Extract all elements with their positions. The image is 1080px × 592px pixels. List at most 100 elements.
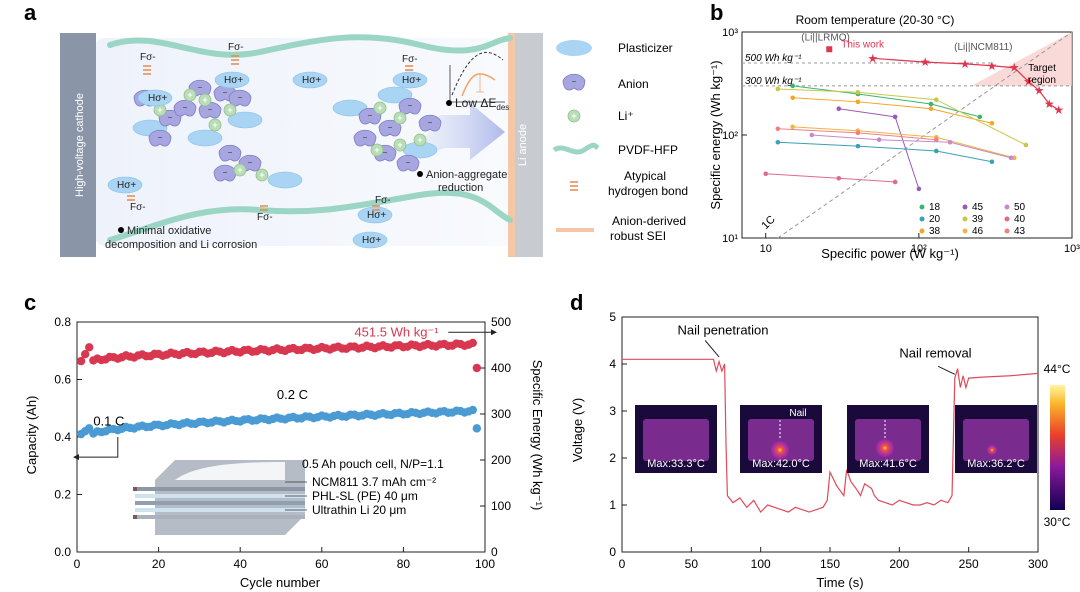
series-line-b (872, 57, 1060, 111)
legend-label-pvdf: PVDF-HFP (618, 143, 678, 157)
cycle-marker (468, 405, 477, 415)
panel-a-legend: Plasticizer Anion Li⁺ PVDF-HFP Atypical … (552, 40, 689, 243)
xtick-label-b: 10 (760, 243, 772, 255)
series-marker-b (836, 175, 842, 181)
this-work-marker: ★ (1023, 75, 1034, 89)
colorbar-max: 44°C (1044, 362, 1071, 376)
ytick-label-d: 5 (609, 310, 616, 324)
chart-c-xlabel: Cycle number (240, 575, 321, 590)
xtick-label-d: 200 (889, 557, 909, 571)
this-work-marker: ★ (1044, 97, 1055, 111)
legend-label-li: Li⁺ (618, 109, 634, 123)
energy-annotation: 451.5 Wh kg⁻¹ (354, 324, 439, 339)
legend-label-b: 18 (929, 202, 941, 213)
ytick-label-c-right: 300 (491, 407, 511, 421)
cell-label: 0.5 Ah pouch cell, N/P=1.1 (302, 457, 444, 471)
ytick-label-b: 10² (722, 130, 738, 142)
svg-text:Fσ-: Fσ- (130, 202, 146, 213)
pouch-tab (133, 515, 137, 519)
legend-label-b: 45 (972, 202, 984, 213)
ytick-label-c-left: 0.4 (54, 430, 71, 444)
svg-text:Fσ-: Fσ- (402, 54, 418, 65)
pouch-tab (133, 487, 137, 491)
rate-arrow (79, 437, 119, 458)
rate-label-02: 0.2 C (277, 387, 308, 402)
ytick-label-d: 4 (609, 357, 616, 371)
chart-b-ylabel: Specific energy (Wh kg⁻¹) (708, 60, 723, 209)
series-marker-b (928, 101, 934, 107)
series-marker-b (775, 86, 781, 92)
cycle-marker (76, 356, 86, 366)
pouch-layer (135, 515, 305, 519)
legend-marker-b (962, 204, 968, 210)
panel-letter-c: c (24, 290, 36, 315)
low-e-label: Low ΔEdes (455, 96, 509, 112)
ytick-label-c-right: 200 (491, 453, 511, 467)
ytick-label-b: 10¹ (722, 233, 738, 245)
legend-marker-b (962, 228, 968, 234)
svg-text:Fσ-: Fσ- (257, 212, 273, 223)
series-marker-b (790, 124, 795, 130)
energy-arrowhead (491, 329, 497, 336)
ytick-label-b: 10³ (722, 27, 738, 39)
thermal-max-label: Max:41.6°C (859, 458, 917, 470)
legend-marker-b (962, 216, 968, 222)
legend-marker-b (1004, 216, 1010, 222)
label-nail-removal: Nail removal (899, 345, 971, 360)
ytick-label-c-right: 0 (491, 545, 498, 559)
xtick-label-d: 150 (820, 557, 840, 571)
legend-label-anion: Anion (618, 77, 649, 91)
legend-label-b: 50 (1014, 202, 1026, 213)
nail-label: Nail (789, 408, 806, 419)
series-marker-b (876, 137, 882, 143)
anion-agg-bullet (417, 171, 423, 177)
panel-c: c Capacity (Ah) Specific Energy (Wh kg⁻¹… (24, 290, 545, 590)
polymer-chain-top (107, 34, 513, 58)
xtick-label-c: 0 (74, 557, 81, 571)
thermal-cell (963, 419, 1029, 461)
anion-legend-icon (562, 73, 586, 91)
svg-text:Hσ+: Hσ+ (302, 75, 321, 86)
ytick-label-d: 3 (609, 404, 616, 418)
this-work-marker: ★ (1009, 61, 1020, 75)
series-line-b (765, 173, 896, 183)
plasticizer-legend-icon (556, 40, 592, 56)
pvdf-legend-icon (552, 142, 600, 155)
xtick-label-d: 100 (751, 557, 771, 571)
legend-marker-b (1004, 204, 1010, 210)
svg-text:Hσ+: Hσ+ (402, 75, 421, 86)
svg-text:Hσ+: Hσ+ (148, 93, 167, 104)
series-marker-b (763, 171, 769, 177)
thermal-cell (643, 419, 709, 461)
series-line-b (777, 141, 993, 163)
series-marker-b (934, 97, 939, 103)
thermal-max-label: Max:33.3°C (647, 458, 705, 470)
panel-d: d Voltage (V) Time (s) 0 50 100 150 200 250 30… (570, 290, 1071, 590)
legend-marker-b (919, 228, 925, 234)
label-500: 500 Wh kg⁻¹ (745, 53, 802, 64)
cycle-marker (472, 424, 482, 433)
panel-b: b Room temperature (20-30 °C) Specific e… (708, 0, 1080, 261)
series-marker-b (989, 120, 995, 126)
ytick-label-c-left: 0.0 (54, 545, 71, 559)
series-marker-b (989, 159, 995, 165)
series-marker-b (916, 186, 922, 192)
ytick-label-c-right: 100 (491, 499, 511, 513)
this-work-marker: ★ (1053, 103, 1064, 117)
colorbar (1050, 385, 1065, 510)
label-lrmo: (Li||LRMO) (801, 32, 850, 43)
series-marker-b (892, 179, 898, 185)
legend-label-sei: Anion-derived robust SEI (610, 214, 689, 243)
sei-layer (508, 33, 515, 257)
low-e-bullet (446, 100, 452, 106)
svg-text:Fσ-: Fσ- (228, 42, 244, 53)
voltage-curve (622, 358, 1039, 514)
legend-label-b: 40 (1014, 214, 1026, 225)
legend-marker-b (919, 204, 925, 210)
series-line-b (777, 88, 1027, 146)
thermal-hotspot (987, 445, 997, 455)
ytick-label-d: 1 (609, 498, 616, 512)
ytick-label-c-left: 0.6 (54, 373, 71, 387)
thermal-max-label: Max:36.2°C (967, 458, 1025, 470)
this-work-marker: ★ (867, 51, 878, 65)
